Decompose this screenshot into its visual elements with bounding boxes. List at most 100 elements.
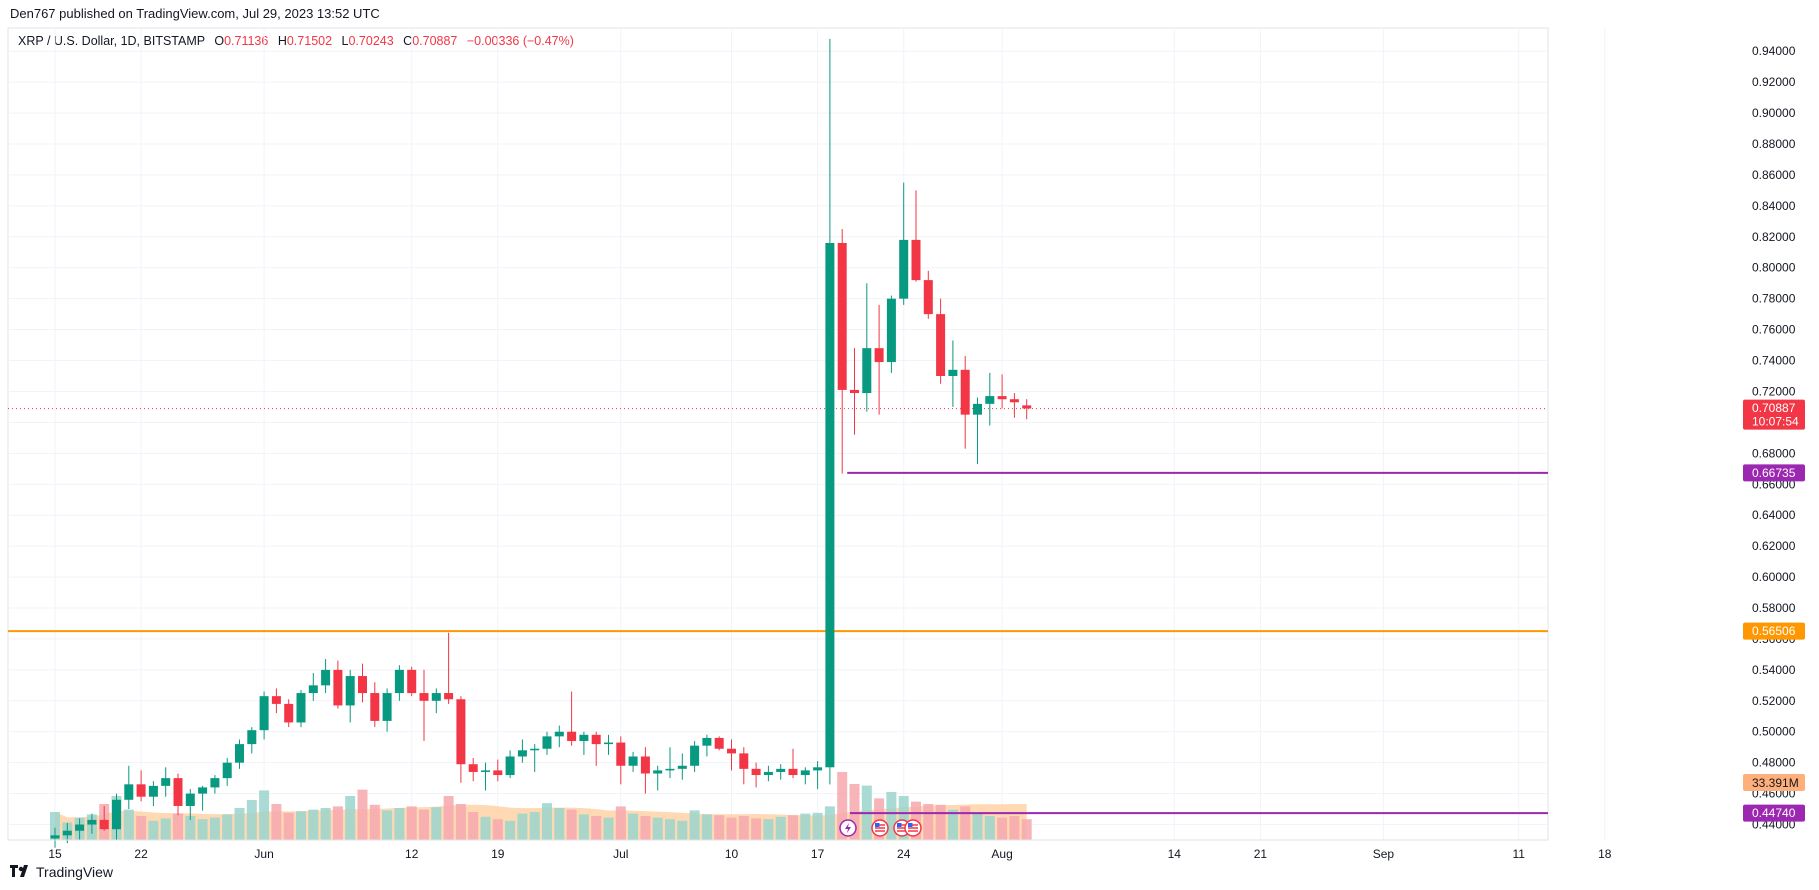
candle-body xyxy=(776,768,786,772)
candle-body xyxy=(886,298,896,363)
candle-body xyxy=(235,744,244,763)
volume-bar xyxy=(197,819,208,840)
x-tick-label: 14 xyxy=(1168,847,1182,861)
volume-bar xyxy=(677,820,688,840)
candle-body xyxy=(899,239,909,299)
candle-body xyxy=(185,793,195,806)
low-value: 0.70243 xyxy=(348,34,394,48)
y-tick-label: 0.60000 xyxy=(1752,570,1796,584)
volume-bar xyxy=(738,816,749,840)
candle-body xyxy=(665,768,675,771)
candle-body xyxy=(247,730,257,745)
candle-body xyxy=(50,835,60,839)
y-tick-label: 0.86000 xyxy=(1752,168,1796,182)
volume-bar xyxy=(173,813,183,840)
us-flag-icon xyxy=(904,819,922,837)
candle-body xyxy=(604,742,613,745)
volume-bar xyxy=(505,820,516,840)
y-tick-label: 0.68000 xyxy=(1752,446,1796,460)
y-tick-label: 0.78000 xyxy=(1752,292,1796,306)
candle-body xyxy=(567,731,577,742)
candle-body xyxy=(739,753,749,769)
volume-bar xyxy=(628,813,639,840)
volume-bar xyxy=(271,804,282,840)
candle-body xyxy=(444,693,454,700)
y-tick-label: 0.62000 xyxy=(1752,539,1796,553)
volume-bar xyxy=(455,804,466,840)
candle-body xyxy=(997,396,1007,400)
y-tick-label: 0.94000 xyxy=(1752,44,1796,58)
candle-body xyxy=(284,703,294,723)
volume-bar xyxy=(997,817,1008,840)
y-tick-label: 0.76000 xyxy=(1752,323,1796,337)
volume-bar xyxy=(480,816,491,840)
candle-body xyxy=(456,699,466,765)
volume-bar xyxy=(50,812,60,840)
candle-body xyxy=(579,734,589,742)
candle-body xyxy=(468,764,478,772)
volume-bar xyxy=(960,806,971,840)
y-tick-label: 0.74000 xyxy=(1752,354,1796,368)
plot-frame xyxy=(7,27,1549,841)
volume-bar xyxy=(874,798,885,840)
y-tick-label: 0.88000 xyxy=(1752,137,1796,151)
volume-bar xyxy=(640,816,651,840)
x-tick-label: 12 xyxy=(405,847,419,861)
x-tick-label: Aug xyxy=(991,847,1012,861)
x-tick-label: 18 xyxy=(1598,847,1612,861)
volume-bar xyxy=(320,808,331,840)
candle-body xyxy=(591,734,601,745)
candle-body xyxy=(481,770,490,772)
volume-bar xyxy=(345,796,356,840)
candle-body xyxy=(370,693,380,721)
candle-body xyxy=(837,242,847,390)
us-flag-icon xyxy=(871,819,889,837)
volume-bar xyxy=(123,809,134,840)
volume-bar xyxy=(492,819,503,840)
volume-bar xyxy=(763,819,774,840)
volume-bar xyxy=(443,796,454,840)
candle-body xyxy=(505,756,515,776)
candle-body xyxy=(173,778,183,806)
candle-body xyxy=(948,369,958,376)
candle-body xyxy=(62,830,72,836)
candle-body xyxy=(210,778,220,788)
last-price-tag-bg xyxy=(1743,399,1805,430)
y-tick-label: 0.58000 xyxy=(1752,601,1796,615)
y-tick-label: 0.48000 xyxy=(1752,756,1796,770)
volume-bar xyxy=(431,807,442,840)
candle-body xyxy=(542,736,552,749)
x-tick-label: 11 xyxy=(1512,847,1525,861)
candle-body xyxy=(431,693,441,701)
candle-body xyxy=(345,676,355,706)
candle-body xyxy=(493,770,503,776)
x-tick-label: 17 xyxy=(811,847,825,861)
volume-bar xyxy=(886,792,897,840)
volume-bar xyxy=(689,810,700,840)
level-tag: 0.56506 xyxy=(1752,624,1796,638)
volume-bar xyxy=(849,784,860,840)
candle-body xyxy=(936,314,946,376)
volume-bar xyxy=(222,814,233,840)
x-tick-label: Jun xyxy=(254,847,273,861)
symbol-title: XRP / U.S. Dollar, 1D, BITSTAMP xyxy=(18,34,205,48)
volume-bar xyxy=(332,806,343,840)
volume-bar xyxy=(775,816,786,840)
lightning-icon xyxy=(839,819,857,837)
candle-body xyxy=(763,771,773,776)
candle-body xyxy=(148,785,158,797)
volume-bar xyxy=(984,816,995,840)
volume-bar xyxy=(468,812,479,840)
candle-body xyxy=(640,756,650,774)
volume-bar xyxy=(800,813,811,840)
volume-bar xyxy=(923,804,934,840)
tradingview-logo-icon xyxy=(10,865,28,877)
volume-bar xyxy=(726,817,737,840)
candle-body xyxy=(530,748,540,751)
high-value: 0.71502 xyxy=(286,34,333,48)
y-tick-label: 0.90000 xyxy=(1752,106,1796,120)
level-tag: 0.66735 xyxy=(1752,466,1796,480)
candle-body xyxy=(75,824,85,831)
volume-bar xyxy=(701,814,712,840)
